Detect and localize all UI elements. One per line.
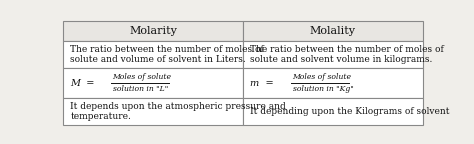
Text: It depends upon the atmospheric pressure and
temperature.: It depends upon the atmospheric pressure… (70, 102, 286, 121)
Text: Moles of solute: Moles of solute (112, 73, 172, 81)
Bar (63, 98, 243, 125)
Bar (63, 21, 243, 41)
Text: M  =: M = (70, 79, 95, 88)
Bar (243, 98, 423, 125)
Bar (243, 41, 423, 68)
Text: It depending upon the Kilograms of solvent: It depending upon the Kilograms of solve… (250, 107, 450, 116)
Text: m  =: m = (250, 79, 274, 88)
Text: The ratio between the number of moles of
solute and solvent volume in kilograms.: The ratio between the number of moles of… (250, 45, 444, 64)
Text: solution in "Kg": solution in "Kg" (292, 85, 353, 93)
Bar (243, 68, 423, 98)
Text: Molarity: Molarity (129, 26, 177, 36)
Text: The ratio between the number of moles of
solute and volume of solvent in Liters.: The ratio between the number of moles of… (70, 45, 264, 64)
Text: Molality: Molality (310, 26, 356, 36)
Text: solution in "L": solution in "L" (112, 85, 168, 93)
Bar (243, 21, 423, 41)
Bar (63, 68, 243, 98)
Bar (63, 41, 243, 68)
Text: Moles of solute: Moles of solute (292, 73, 352, 81)
